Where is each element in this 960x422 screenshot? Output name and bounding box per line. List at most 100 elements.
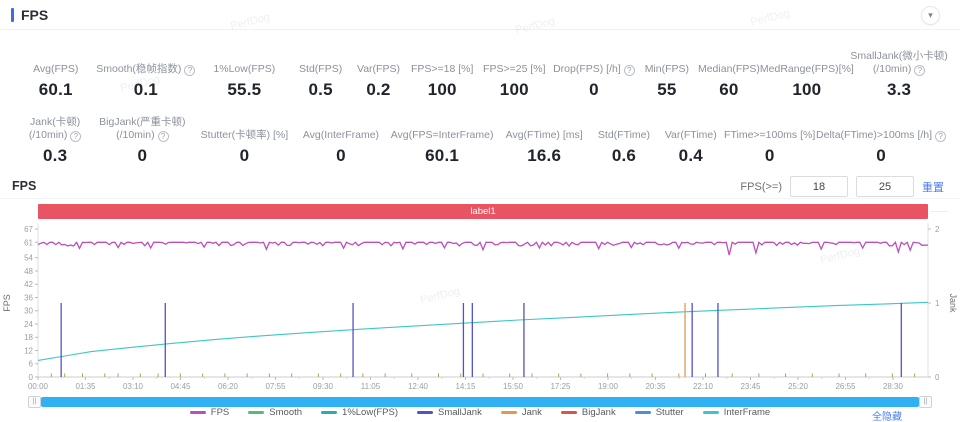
svg-text:14:15: 14:15 <box>455 382 476 391</box>
stats-row-2: Jank(卡顿) (/10min)? 0.3 BigJank(严重卡顿) (/10min… <box>18 112 947 166</box>
stat-value: 0 <box>137 146 148 165</box>
page-title: FPS <box>21 7 49 23</box>
info-icon[interactable]: ? <box>157 131 169 142</box>
stat-label: Std(FTime) <box>597 129 651 141</box>
stat-value: 55 <box>657 80 677 99</box>
stat-cell: Var(FTime) 0.4 <box>658 112 723 166</box>
legend-label: FPS <box>210 407 230 418</box>
svg-text:01:35: 01:35 <box>75 382 96 391</box>
stat-value: 16.6 <box>527 146 562 165</box>
legend-label: Jank <box>521 407 542 418</box>
chart-label-banner[interactable]: label1 <box>38 204 928 219</box>
legend-item-smalljank[interactable]: SmallJank <box>417 407 482 418</box>
legend-swatch <box>500 411 517 414</box>
stat-label: Drop(FPS) [/h]? <box>553 46 635 76</box>
scrollbar-left-handle[interactable]: || <box>28 396 41 408</box>
fps-threshold-controls: FPS(>=) 重置 <box>740 176 944 197</box>
fps-threshold-input-1[interactable] <box>790 176 848 197</box>
collapse-button[interactable]: ▾ <box>921 6 940 25</box>
stat-cell: Jank(卡顿) (/10min)? 0.3 <box>18 112 92 166</box>
legend-item-fps[interactable]: FPS <box>189 407 230 418</box>
info-icon[interactable]: ? <box>623 65 635 76</box>
stat-cell: FPS>=18 [%] 100 <box>406 46 478 100</box>
stat-value: 0 <box>876 146 886 165</box>
stat-label: Var(FTime) <box>664 129 717 141</box>
svg-text:07:55: 07:55 <box>265 382 286 391</box>
stat-cell: FTime>=100ms [%] 0 <box>723 112 816 166</box>
svg-text:09:30: 09:30 <box>313 382 334 391</box>
legend-item-smooth[interactable]: Smooth <box>248 407 302 418</box>
legend-item-bigjank[interactable]: BigJank <box>560 407 616 418</box>
fps-section-bar: FPS FPS(>=) 重置 <box>12 176 944 198</box>
svg-text:0: 0 <box>935 373 940 382</box>
stat-value: 0.4 <box>678 146 703 165</box>
stat-label: Delta(FTime)>100ms [/h]? <box>816 112 947 142</box>
legend-swatch <box>417 411 433 414</box>
stat-label: Jank(卡顿) (/10min)? <box>28 116 82 142</box>
svg-text:61: 61 <box>24 238 33 247</box>
svg-text:Jank: Jank <box>948 293 958 313</box>
legend-item-interframe[interactable]: InterFrame <box>702 407 770 418</box>
legend-swatch <box>634 411 651 414</box>
info-icon[interactable]: ? <box>914 65 926 76</box>
legend-label: SmallJank <box>438 407 482 418</box>
svg-text:15:50: 15:50 <box>503 382 524 391</box>
svg-text:28:30: 28:30 <box>883 382 904 391</box>
legend-item-jank[interactable]: Jank <box>500 407 542 418</box>
reset-link[interactable]: 重置 <box>922 181 944 194</box>
stat-value: 0 <box>239 146 250 165</box>
svg-text:06:20: 06:20 <box>218 382 239 391</box>
stat-cell: SmallJank(微小卡顿) (/10min)? 3.3 <box>850 46 947 100</box>
stat-label: Avg(FPS=InterFrame) <box>390 129 494 141</box>
svg-text:04:45: 04:45 <box>170 382 191 391</box>
svg-text:20:35: 20:35 <box>645 382 666 391</box>
stat-label: Avg(FPS) <box>33 63 79 75</box>
stat-cell: Median(FPS) 60 <box>696 46 761 100</box>
svg-text:18: 18 <box>24 333 33 342</box>
svg-text:42: 42 <box>24 280 33 289</box>
svg-text:36: 36 <box>24 293 33 302</box>
info-icon[interactable]: ? <box>935 131 947 142</box>
svg-text:67: 67 <box>24 225 33 234</box>
fps-chart-panel: label1 0 6 12 18 24 30 36 42 48 54 61 67 FPS 0 1 2 Jank 0… <box>0 198 960 422</box>
stats-row-1: Avg(FPS) 60.1 Smooth(稳帧指数)? 0.1 1%Low(FPS) 55… <box>18 46 948 100</box>
stat-value: 0.5 <box>308 80 333 99</box>
svg-text:03:10: 03:10 <box>123 382 144 391</box>
chart-legend: FPS Smooth 1%Low(FPS) SmallJank Jank BigJank S… <box>0 407 960 418</box>
scrollbar-right-handle[interactable]: || <box>919 396 932 408</box>
info-icon[interactable]: ? <box>70 131 82 142</box>
hide-all-link[interactable]: 全隐藏 <box>872 412 902 422</box>
stat-label: Var(FPS) <box>356 63 400 75</box>
stat-value: 100 <box>427 80 457 99</box>
legend-swatch <box>560 411 577 414</box>
stat-label: FPS>=18 [%] <box>410 63 474 75</box>
stat-value: 0.3 <box>43 146 68 165</box>
stat-label: Smooth(稳帧指数)? <box>96 46 196 76</box>
stat-cell: Drop(FPS) [/h]? 0 <box>550 46 637 100</box>
stat-value: 0.6 <box>611 146 637 165</box>
banner-tail-line <box>930 211 948 212</box>
stat-cell: Avg(FPS=InterFrame) 60.1 <box>385 112 498 166</box>
stat-label: Min(FPS) <box>644 63 690 75</box>
svg-text:48: 48 <box>24 267 33 276</box>
fps-threshold-input-2[interactable] <box>856 176 914 197</box>
fps-threshold-label: FPS(>=) <box>740 180 782 193</box>
stat-value: 60.1 <box>425 146 460 165</box>
legend-swatch <box>248 411 265 414</box>
stat-value: 3.3 <box>886 80 912 99</box>
svg-text:54: 54 <box>24 254 33 263</box>
svg-text:22:10: 22:10 <box>693 382 714 391</box>
legend-item-1-low-fps-[interactable]: 1%Low(FPS) <box>321 407 398 418</box>
svg-text:0: 0 <box>29 373 34 382</box>
svg-text:12:40: 12:40 <box>408 382 429 391</box>
legend-label: Stutter <box>655 407 684 418</box>
legend-item-stutter[interactable]: Stutter <box>634 407 684 418</box>
info-icon[interactable]: ? <box>184 65 196 76</box>
stat-value: 60 <box>719 80 739 99</box>
svg-text:FPS: FPS <box>2 294 12 312</box>
scrollbar-track[interactable] <box>41 397 919 407</box>
stat-cell: Avg(FPS) 60.1 <box>18 46 93 100</box>
svg-text:00:00: 00:00 <box>28 382 49 391</box>
stat-cell: Stutter(卡顿率) [%] 0 <box>192 112 296 166</box>
